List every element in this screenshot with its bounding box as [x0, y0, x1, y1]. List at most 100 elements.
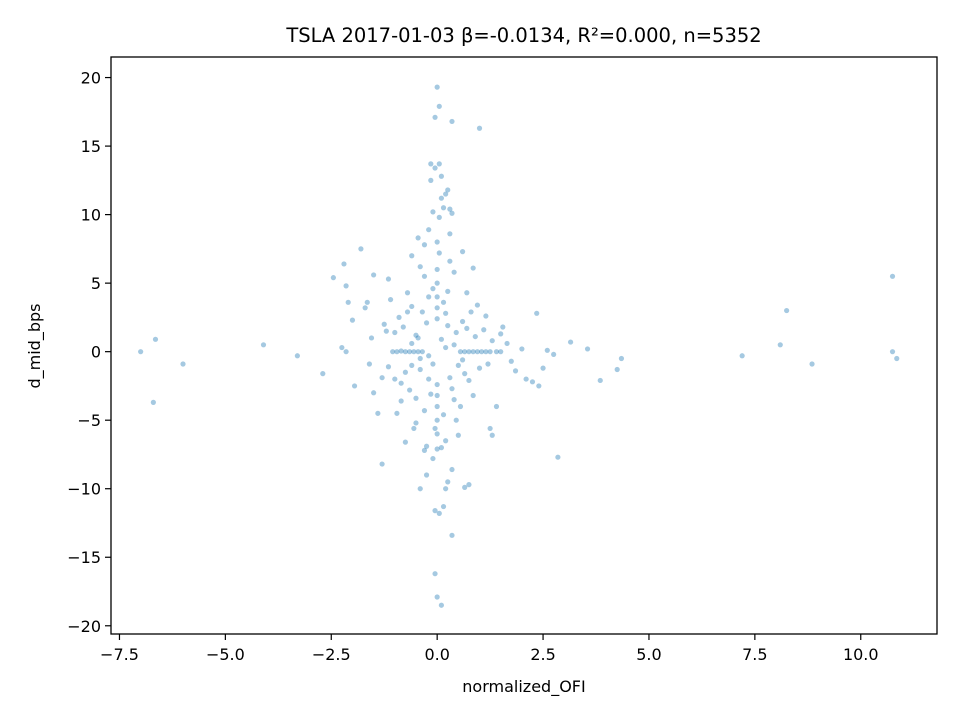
- data-point: [536, 383, 542, 389]
- data-point: [889, 273, 896, 279]
- data-point: [445, 187, 451, 193]
- data-point: [451, 269, 457, 275]
- data-point: [430, 455, 436, 462]
- data-point: [417, 264, 423, 270]
- data-point: [466, 482, 472, 488]
- data-point: [392, 329, 398, 336]
- data-point: [459, 318, 466, 325]
- data-point: [180, 361, 186, 367]
- data-point: [375, 410, 381, 416]
- data-point: [534, 310, 540, 316]
- data-point: [434, 392, 440, 399]
- data-point: [440, 503, 447, 510]
- data-point: [260, 342, 267, 348]
- x-tick-label: 2.5: [530, 645, 555, 664]
- y-tick-label: −20: [67, 617, 101, 636]
- data-point: [419, 309, 425, 315]
- data-point: [457, 403, 464, 410]
- data-point: [387, 296, 394, 303]
- data-point: [381, 321, 387, 327]
- data-point: [493, 349, 500, 355]
- data-point: [428, 177, 434, 183]
- data-point: [432, 114, 438, 120]
- x-tick-label: −5.0: [206, 645, 245, 664]
- data-point: [368, 335, 375, 341]
- data-point: [432, 508, 438, 514]
- data-point: [434, 417, 440, 423]
- data-point: [443, 344, 449, 351]
- data-point: [483, 349, 489, 355]
- data-point: [498, 349, 504, 355]
- data-point: [434, 84, 440, 90]
- data-point: [413, 332, 419, 338]
- data-point: [449, 386, 455, 392]
- data-point: [440, 299, 447, 305]
- data-point: [366, 361, 372, 367]
- data-point: [415, 335, 421, 341]
- data-point: [421, 273, 428, 279]
- data-point: [383, 328, 389, 334]
- data-point: [440, 412, 447, 418]
- data-point: [434, 431, 440, 437]
- data-point: [434, 266, 440, 273]
- data-point: [443, 191, 449, 197]
- data-point: [413, 420, 419, 426]
- data-point: [398, 380, 404, 386]
- data-point: [466, 377, 472, 384]
- data-point: [407, 387, 413, 393]
- data-point: [398, 348, 404, 354]
- data-point: [500, 324, 506, 330]
- data-point: [489, 338, 495, 344]
- data-point: [438, 445, 444, 451]
- data-point: [432, 425, 438, 432]
- y-axis-label: d_mid_bps: [25, 304, 45, 389]
- data-point: [485, 361, 491, 367]
- data-point: [385, 364, 392, 370]
- data-point: [597, 377, 603, 384]
- y-tick-label: 0: [91, 343, 101, 362]
- data-point: [379, 375, 385, 381]
- data-point: [436, 214, 442, 220]
- data-point: [394, 410, 400, 416]
- data-point: [434, 594, 440, 600]
- data-point: [358, 246, 364, 252]
- data-point: [540, 365, 546, 371]
- data-point: [341, 261, 347, 267]
- data-point: [436, 250, 442, 256]
- y-axis: −20 −15 −10 −5 0 5 10 15 20: [67, 69, 111, 636]
- data-point: [438, 173, 444, 179]
- data-point: [784, 307, 790, 314]
- data-point: [434, 316, 440, 322]
- data-point: [618, 355, 625, 362]
- data-point: [432, 165, 438, 171]
- data-point: [483, 313, 489, 319]
- plot-area-frame: [110, 56, 938, 635]
- data-point: [453, 329, 459, 336]
- data-point: [472, 333, 478, 340]
- data-point: [419, 349, 425, 355]
- data-point: [459, 357, 466, 363]
- data-point: [529, 379, 536, 385]
- data-point: [438, 195, 444, 201]
- x-tick-label: −2.5: [312, 645, 351, 664]
- x-tick-label: 7.5: [742, 645, 767, 664]
- data-point: [421, 242, 428, 248]
- data-point: [447, 375, 453, 381]
- data-point: [487, 349, 493, 355]
- data-point: [392, 376, 398, 382]
- data-point: [417, 486, 423, 492]
- data-point: [398, 398, 404, 404]
- data-point: [544, 347, 550, 353]
- data-point: [455, 362, 461, 368]
- y-tick-label: 20: [81, 69, 101, 88]
- data-point: [443, 310, 449, 316]
- data-point: [508, 358, 514, 364]
- data-point: [411, 425, 417, 432]
- data-point: [409, 303, 415, 310]
- data-point: [462, 349, 468, 355]
- data-point: [470, 265, 476, 271]
- data-point: [430, 209, 436, 215]
- x-tick-label: 10.0: [843, 645, 879, 664]
- data-point: [443, 486, 449, 492]
